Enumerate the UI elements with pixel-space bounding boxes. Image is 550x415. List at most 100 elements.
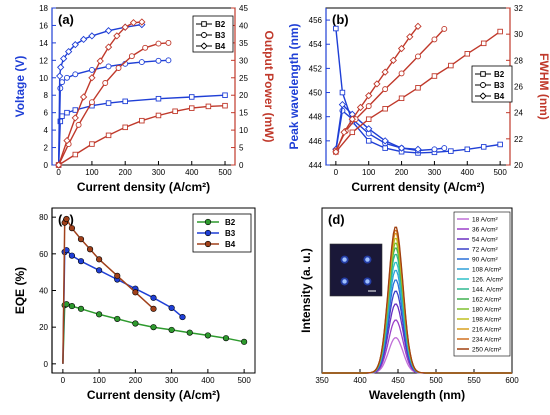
data-point: [398, 95, 405, 102]
data-point: [397, 44, 406, 53]
y-tick-label: 450: [309, 89, 323, 98]
data-point: [381, 68, 389, 76]
data-point: [132, 320, 139, 327]
data-point: [222, 335, 230, 342]
legend-label: B2: [215, 20, 226, 29]
y2-tick-label: 40: [239, 21, 248, 30]
data-point: [88, 99, 95, 106]
y-tick-label: 40: [39, 287, 48, 296]
data-point: [365, 125, 373, 133]
y-tick-label: 454: [309, 40, 323, 49]
data-point: [333, 25, 339, 32]
data-point: [155, 40, 162, 47]
y-tick-label: 452: [309, 64, 323, 73]
legend-label: 162 A/cm²: [472, 297, 502, 304]
x-tick-label: 200: [129, 376, 143, 385]
data-point: [365, 138, 372, 144]
y2-tick-label: 25: [239, 74, 248, 83]
y-tick-label: 10: [39, 74, 48, 83]
data-point: [105, 132, 112, 139]
x-axis-title: Wavelength (nm): [369, 388, 465, 402]
data-point: [96, 311, 103, 318]
y-tick-label: 456: [309, 16, 323, 25]
data-point: [96, 256, 103, 263]
y2-tick-label: 22: [514, 135, 523, 144]
y2-tick-label: 20: [514, 161, 523, 170]
y-tick-label: 446: [309, 137, 323, 146]
data-point: [168, 326, 175, 334]
data-point: [150, 294, 157, 301]
data-point: [77, 236, 85, 243]
series-b2-right: [55, 102, 228, 168]
data-point: [201, 32, 207, 38]
y-tick-label: 20: [39, 323, 48, 332]
data-point: [381, 137, 389, 145]
data-point: [497, 141, 503, 148]
data-point: [114, 315, 121, 323]
data-point: [365, 103, 372, 110]
data-point: [415, 85, 421, 91]
y2-tick-label: 26: [514, 83, 523, 92]
data-point: [88, 66, 95, 73]
data-point: [382, 86, 389, 93]
data-point: [480, 71, 486, 77]
legend-label: 108 A/cm²: [472, 267, 502, 274]
x-tick-label: 600: [505, 376, 519, 385]
legend-marker: [204, 240, 212, 248]
data-point: [155, 57, 162, 64]
panel-2: (b) 0 100 200 300 400 500 Current density (A/cm…: [287, 4, 550, 194]
data-point: [188, 94, 195, 100]
x-tick-label: 400: [461, 168, 475, 177]
y2-tick-label: 0: [239, 161, 244, 170]
y2-tick-label: 32: [514, 4, 523, 13]
x-tick-label: 100: [85, 168, 99, 177]
series-b4: [61, 215, 157, 364]
data-point: [114, 272, 121, 279]
legend-label: 144. A/cm²: [472, 287, 504, 294]
data-point: [406, 33, 414, 41]
x-tick-label: 300: [428, 168, 442, 177]
data-point: [150, 324, 157, 331]
legend-marker: [204, 218, 212, 226]
data-point: [155, 112, 162, 119]
data-point: [71, 114, 79, 122]
data-point: [382, 105, 388, 112]
data-point: [414, 145, 422, 153]
data-point: [86, 246, 94, 253]
data-point: [60, 54, 68, 63]
series-line: [58, 105, 226, 166]
data-point: [138, 59, 145, 66]
series-line: [335, 25, 419, 153]
legend-label: 36 A/cm²: [472, 227, 498, 234]
x-tick-label: 300: [165, 376, 179, 385]
data-point: [132, 289, 139, 296]
data-point: [464, 146, 471, 153]
legend-box: [453, 211, 511, 357]
y-tick-label: 8: [44, 91, 49, 100]
data-point: [77, 305, 85, 312]
legend-label: 216 A/cm²: [472, 327, 502, 334]
data-point: [56, 72, 64, 80]
legend-marker: [204, 229, 212, 237]
legend: B2 B3 B4: [471, 65, 513, 103]
x-tick-label: 100: [362, 168, 376, 177]
data-point: [122, 98, 128, 105]
spectrum-14: [322, 226, 512, 374]
data-point: [129, 19, 138, 27]
y-tick-label: 16: [39, 21, 48, 30]
data-point: [382, 145, 388, 151]
y-tick-label: 14: [39, 39, 48, 48]
inset-emitter: [342, 257, 347, 262]
x-tick-label: 450: [391, 376, 405, 385]
y2-tick-label: 10: [239, 126, 248, 135]
data-point: [77, 258, 85, 265]
x-tick-label: 300: [152, 168, 166, 177]
legend: B2 B3 B4: [192, 213, 252, 253]
x-axis-title: Current density (A/cm²): [351, 180, 484, 194]
legend-label: B2: [225, 218, 236, 227]
data-point: [415, 53, 421, 60]
